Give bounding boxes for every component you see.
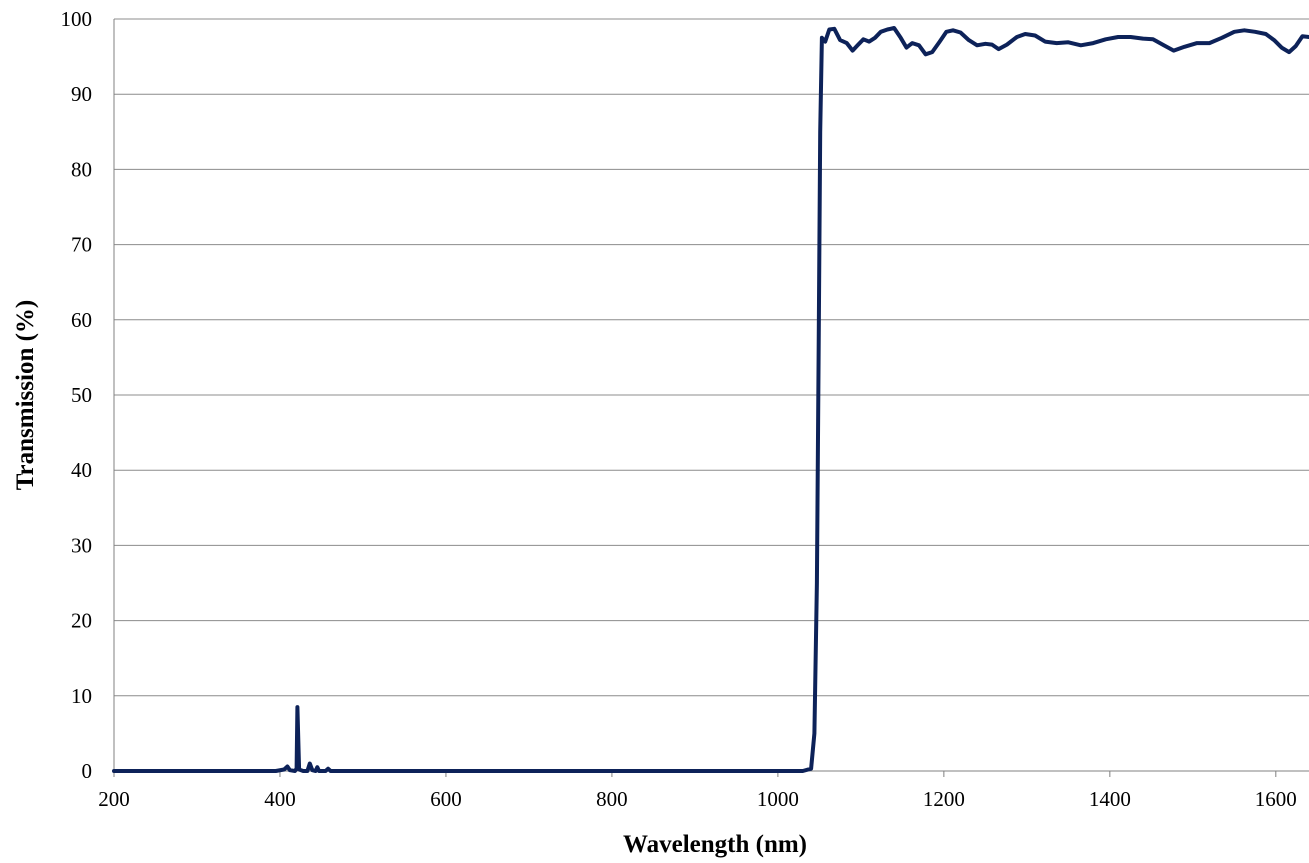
x-tick-labels: 200 400 600 800 1000 1200 1400 1600 [98,787,1297,811]
axes [113,19,1309,777]
plot-area [112,26,1309,773]
y-tick-labels: 0 10 20 30 40 50 60 70 80 90 100 [61,7,93,783]
y-tick-label: 50 [71,383,92,407]
gridlines [114,18,1309,697]
y-tick-label: 10 [71,684,92,708]
y-tick-label: 80 [71,157,92,181]
x-tick-label: 1600 [1255,787,1297,811]
y-tick-label: 70 [71,233,92,257]
series-line-0 [112,26,1309,773]
x-tick-label: 400 [264,787,296,811]
x-tick-label: 200 [98,787,130,811]
y-tick-label: 30 [71,533,92,557]
y-tick-label: 90 [71,82,92,106]
y-tick-label: 100 [61,7,93,31]
x-tick-label: 1000 [757,787,799,811]
y-tick-label: 60 [71,308,92,332]
x-axis-title: Wavelength (nm) [623,831,807,858]
x-tick-label: 600 [430,787,462,811]
y-tick-label: 40 [71,458,92,482]
y-tick-label: 20 [71,609,92,633]
x-tick-label: 1400 [1089,787,1131,811]
y-tick-label: 0 [82,759,93,783]
x-tick-label: 1200 [923,787,965,811]
y-axis-title: Transmission (%) [12,300,39,491]
x-tick-label: 800 [596,787,628,811]
